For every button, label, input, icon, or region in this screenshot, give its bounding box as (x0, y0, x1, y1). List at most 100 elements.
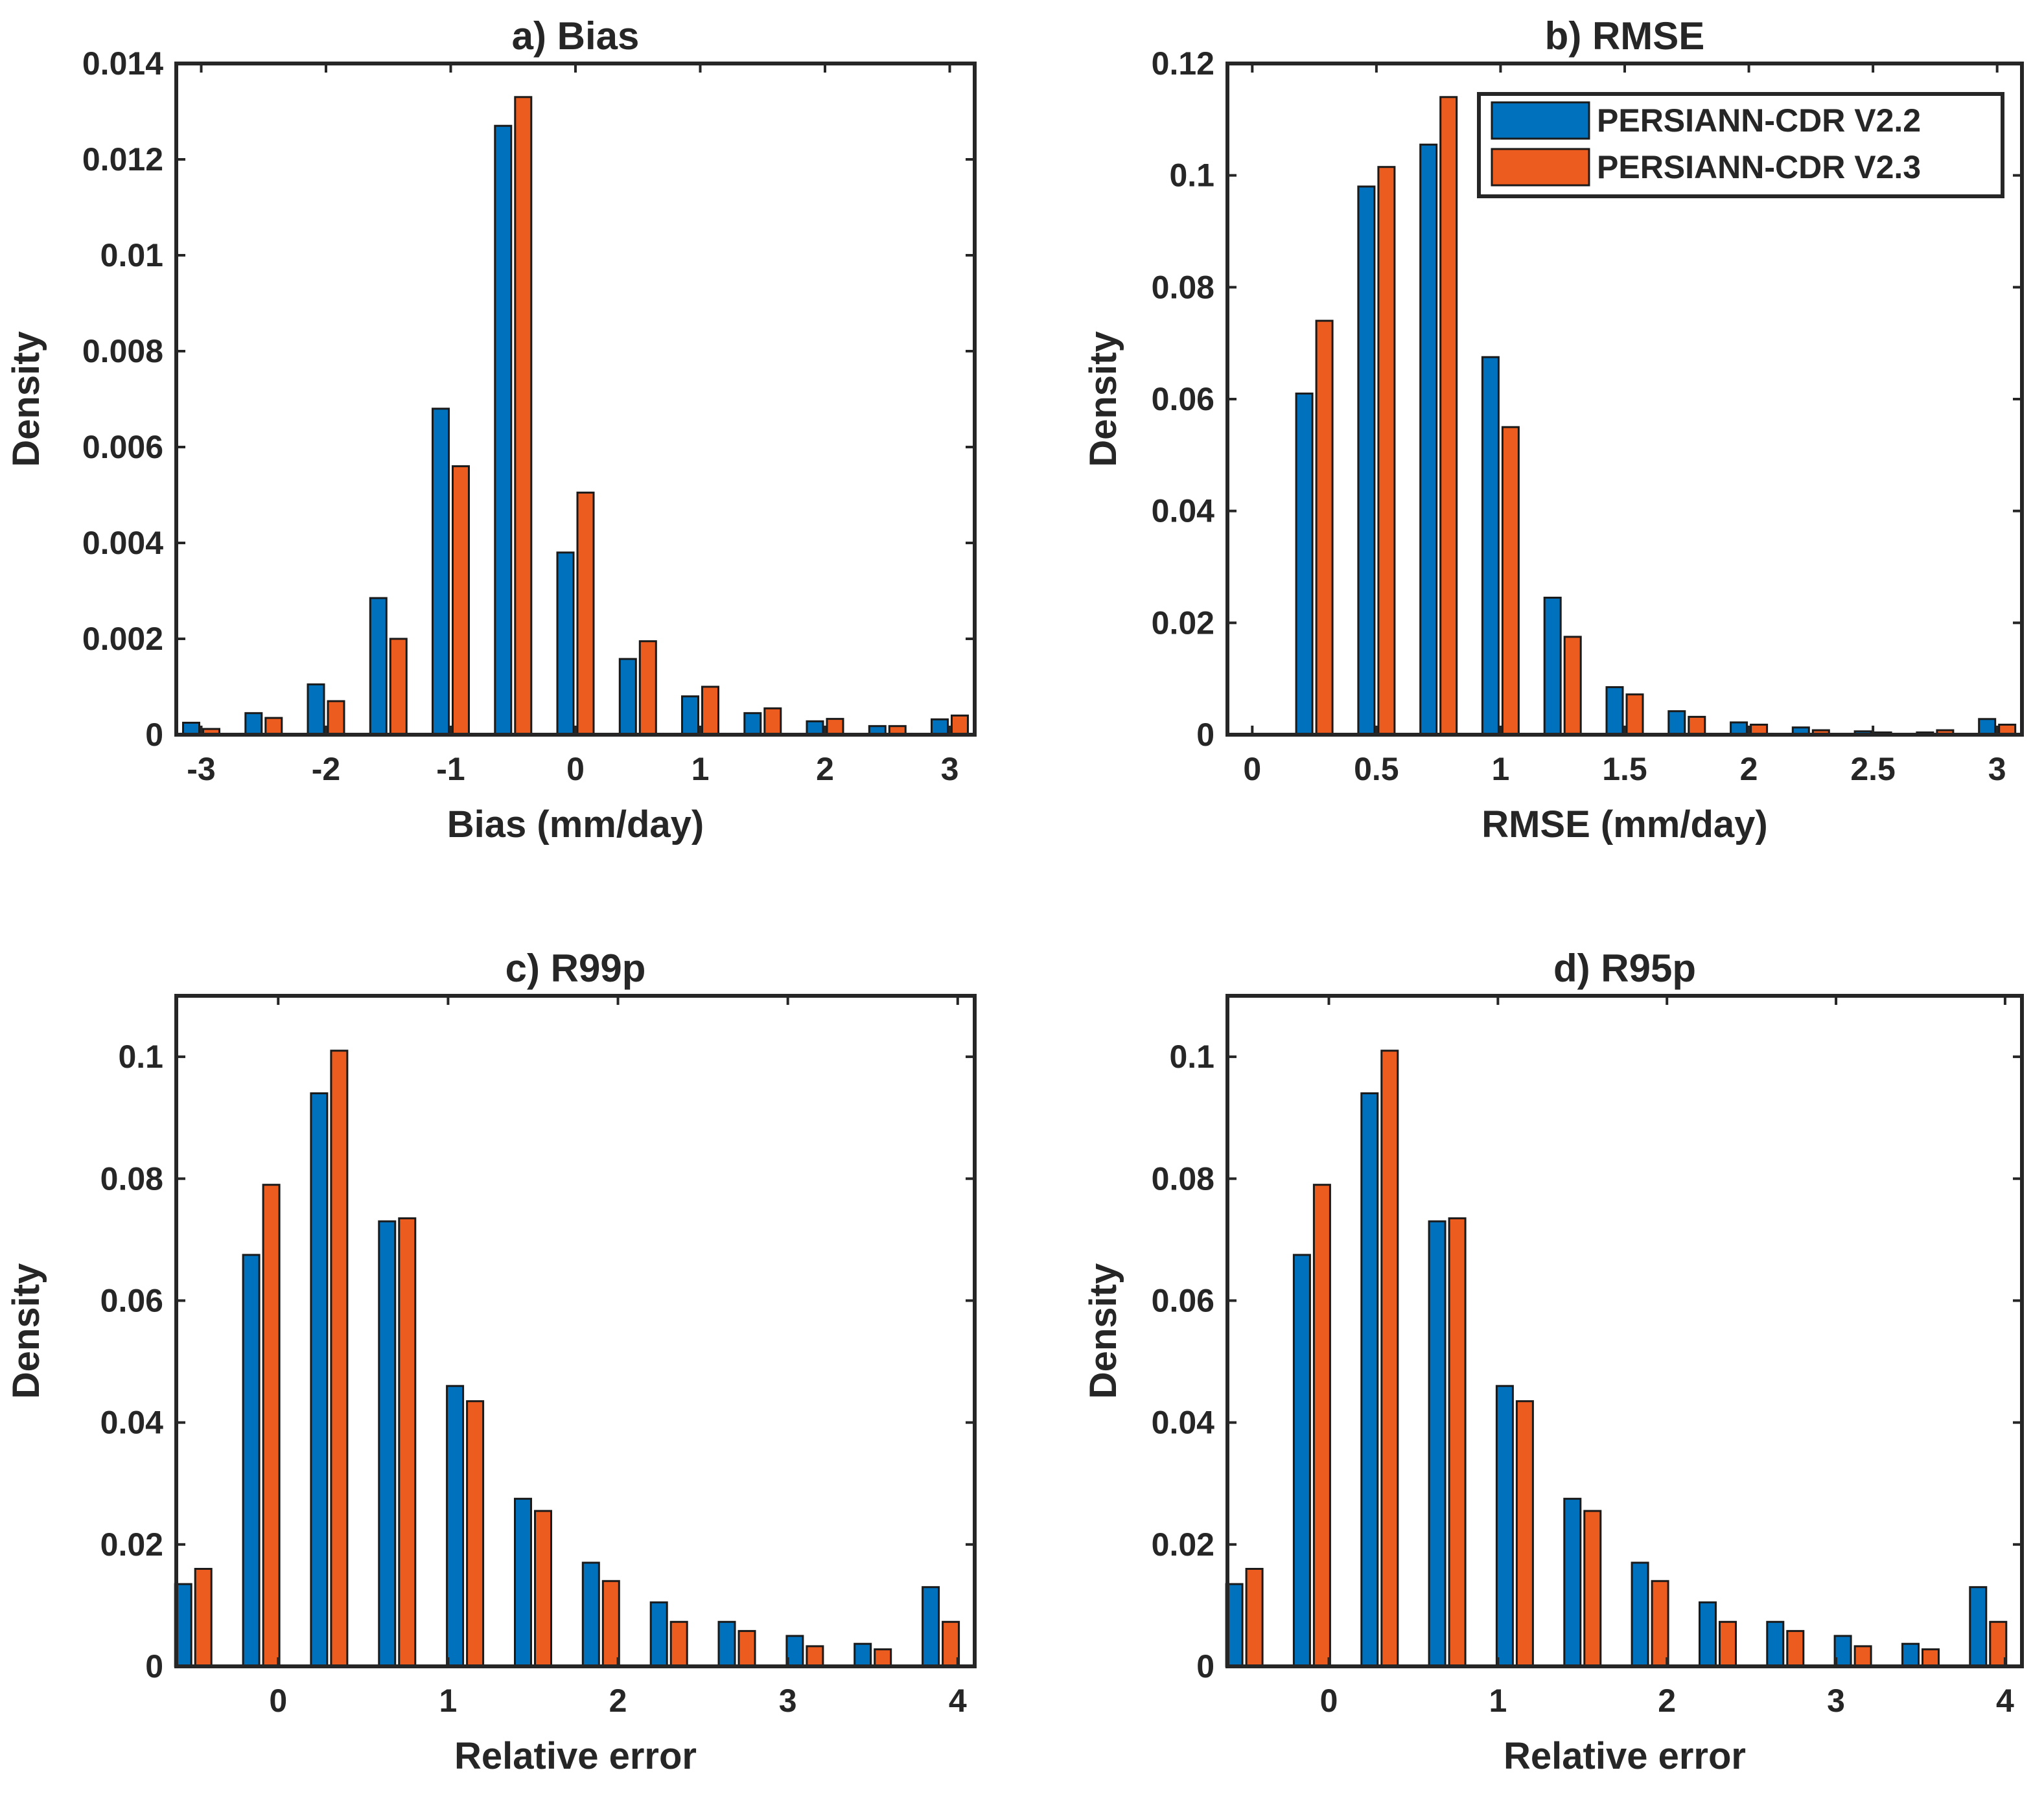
y-tick-label: 0.08 (1152, 269, 1214, 305)
x-axis-label: Bias (mm/day) (447, 803, 704, 845)
bar-series1-8 (717, 1620, 736, 1668)
bar-series1-10 (854, 1642, 872, 1668)
bar-series1-8 (1766, 1620, 1785, 1668)
y-tick-label: 0.12 (1152, 45, 1214, 82)
bar-series1-2 (310, 1092, 329, 1668)
bar-series2-3 (389, 638, 408, 736)
bar-series2-9 (806, 1645, 824, 1668)
bar-series1-3 (1428, 1220, 1446, 1668)
x-tick-label: 3 (779, 1683, 797, 1719)
bar-series1-1 (1292, 1254, 1311, 1668)
y-axis-label: Density (1082, 331, 1124, 467)
axes-box (174, 62, 977, 737)
bar-series2-5 (534, 1510, 552, 1668)
x-tick-label: 2.5 (1850, 751, 1896, 787)
bar-series1-12 (931, 718, 949, 736)
x-tick-label: -2 (312, 751, 340, 787)
bar-series1-5 (1543, 597, 1562, 736)
bar-series2-10 (1922, 1648, 1940, 1668)
x-tick-label: 0.5 (1354, 751, 1399, 787)
chart-title: c) R99p (505, 947, 646, 990)
y-tick-label: 0.01 (100, 237, 163, 273)
bar-series2-11 (1989, 1620, 2008, 1668)
bar-series2-10 (874, 1648, 892, 1668)
bar-series1-6 (1631, 1561, 1649, 1668)
x-tick-label: 4 (1996, 1683, 2014, 1719)
x-axis-label: RMSE (mm/day) (1481, 803, 1768, 845)
legend-label-1: PERSIANN-CDR V2.2 (1597, 102, 1921, 139)
x-tick-label: 2 (609, 1683, 627, 1719)
bar-series1-4 (1495, 1385, 1514, 1668)
bar-series1-3 (369, 597, 388, 736)
bar-series1-12 (1978, 718, 1997, 736)
bar-series2-8 (737, 1629, 756, 1668)
y-tick-label: 0.02 (1152, 1526, 1214, 1563)
y-tick-label: 0.002 (82, 621, 163, 657)
bar-series2-4 (1515, 1400, 1534, 1668)
bar-series1-2 (307, 683, 325, 736)
bar-series1-11 (922, 1586, 940, 1668)
legend-swatch-1 (1491, 101, 1590, 140)
bar-series2-5 (1583, 1510, 1602, 1668)
bar-series1-1 (244, 712, 263, 736)
axes-box (174, 994, 977, 1668)
bar-series2-1 (262, 1184, 281, 1668)
x-tick-label: 2 (816, 751, 834, 787)
bar-series1-4 (432, 408, 450, 736)
bar-series2-3 (1439, 96, 1458, 736)
y-tick-label: 0.06 (100, 1282, 163, 1318)
bar-series2-2 (327, 700, 345, 736)
bar-series2-5 (514, 96, 533, 736)
bar-series1-10 (806, 720, 824, 736)
bar-series2-7 (638, 640, 657, 736)
bar-series1-8 (681, 695, 699, 736)
y-tick-label: 0.06 (1152, 1282, 1214, 1318)
bar-series2-8 (1786, 1629, 1805, 1668)
bar-series2-5 (1563, 636, 1582, 736)
x-tick-label: 1 (439, 1683, 457, 1719)
bar-series2-1 (264, 717, 283, 736)
bar-series2-9 (763, 707, 782, 736)
bar-series2-8 (701, 685, 719, 736)
y-tick-label: 0.012 (82, 141, 163, 178)
bar-series1-6 (1605, 686, 1624, 736)
y-tick-label: 0.1 (118, 1039, 163, 1075)
x-tick-label: 3 (1988, 751, 2006, 787)
bar-series1-7 (1667, 710, 1686, 736)
x-tick-label: 2 (1658, 1683, 1676, 1719)
bar-series2-0 (194, 1568, 213, 1668)
bar-series1-6 (556, 551, 575, 736)
bar-series1-3 (1419, 143, 1438, 736)
y-tick-label: 0.014 (82, 45, 163, 82)
bar-series1-4 (1481, 356, 1500, 736)
bar-series2-1 (1312, 1184, 1331, 1668)
legend-swatch-2 (1491, 148, 1590, 187)
x-tick-label: 3 (941, 751, 959, 787)
bar-series1-1 (242, 1254, 261, 1668)
chart-title: d) R95p (1553, 947, 1696, 990)
legend: PERSIANN-CDR V2.2 PERSIANN-CDR V2.3 (1477, 92, 2004, 198)
x-tick-label: -1 (436, 751, 465, 787)
bar-series2-1 (1315, 319, 1334, 736)
bar-series1-9 (1833, 1635, 1852, 1668)
bar-series2-6 (1625, 693, 1644, 736)
y-tick-label: 0.02 (1152, 604, 1214, 641)
y-tick-label: 0.08 (100, 1160, 163, 1197)
bar-series1-9 (743, 712, 762, 736)
x-tick-label: 0 (566, 751, 585, 787)
bar-series1-4 (446, 1385, 465, 1668)
panel-b: 0 0.02 0.04 0.06 0.08 0.1 0.12 0 0.5 1 1.5 2 2.5 3 b) … (1082, 14, 2024, 845)
x-tick-label: 1.5 (1602, 751, 1647, 787)
bar-series1-1 (1295, 392, 1314, 736)
bar-series1-7 (1699, 1601, 1717, 1668)
y-tick-label: 0.008 (82, 333, 163, 369)
bar-series1-7 (649, 1601, 668, 1668)
bar-series1-5 (1563, 1497, 1582, 1668)
bar-series2-10 (826, 718, 844, 736)
x-tick-label: -3 (187, 751, 215, 787)
y-tick-label: 0.1 (1169, 1039, 1214, 1075)
x-tick-label: 0 (1320, 1683, 1338, 1719)
x-tick-label: 4 (949, 1683, 967, 1719)
y-tick-label: 0.1 (1169, 157, 1214, 194)
